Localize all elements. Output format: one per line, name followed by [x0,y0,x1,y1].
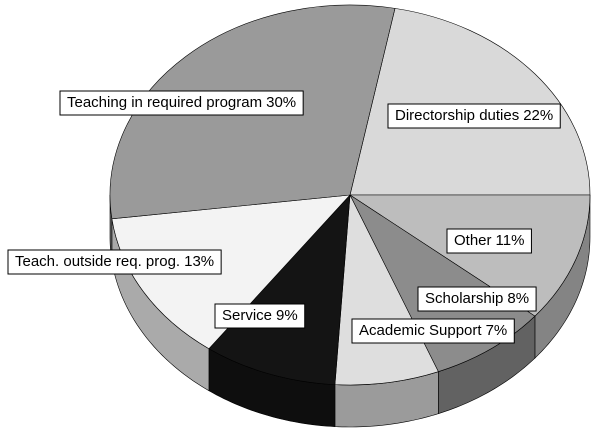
slice [349,8,591,196]
label-name: Teach. outside req. prog. [15,253,180,270]
slice-label: Academic Support 7% [351,318,515,344]
label-name: Academic Support [359,322,482,339]
slice-label: Teach. outside req. prog. 13% [7,249,222,275]
label-text: Academic Support 7% [359,322,507,339]
label-box [417,286,537,312]
label-box [446,228,532,254]
label-value: 22% [523,107,553,124]
label-box [387,103,561,129]
slice-label: Scholarship 8% [417,286,537,312]
slice-label: Service 9% [214,303,306,329]
slice [111,194,351,350]
slice [208,194,351,385]
slice-label: Directorship duties 22% [387,103,561,129]
label-box [7,249,222,275]
label-text: Service 9% [222,307,298,324]
label-value: 9% [276,307,298,324]
label-text: Scholarship 8% [425,290,529,307]
slice-label: Other 11% [446,228,532,254]
label-box [59,90,304,116]
label-box [214,303,306,329]
label-name: Directorship duties [395,107,519,124]
slice [348,194,591,317]
label-value: 30% [266,94,296,111]
label-text: Teaching in required program 30% [67,94,296,111]
label-text: Directorship duties 22% [395,107,553,124]
label-text: Teach. outside req. prog. 13% [15,253,214,270]
label-text: Other 11% [454,232,524,249]
label-name: Service [222,307,272,324]
slice-label: Teaching in required program 30% [59,90,304,116]
label-value: 7% [486,322,508,339]
label-name: Teaching in required program [67,94,262,111]
label-box [351,318,515,344]
label-value: 8% [507,290,529,307]
label-value: 13% [184,253,214,270]
label-value: 11% [496,232,525,249]
label-name: Scholarship [425,290,503,307]
label-name: Other [454,232,492,249]
